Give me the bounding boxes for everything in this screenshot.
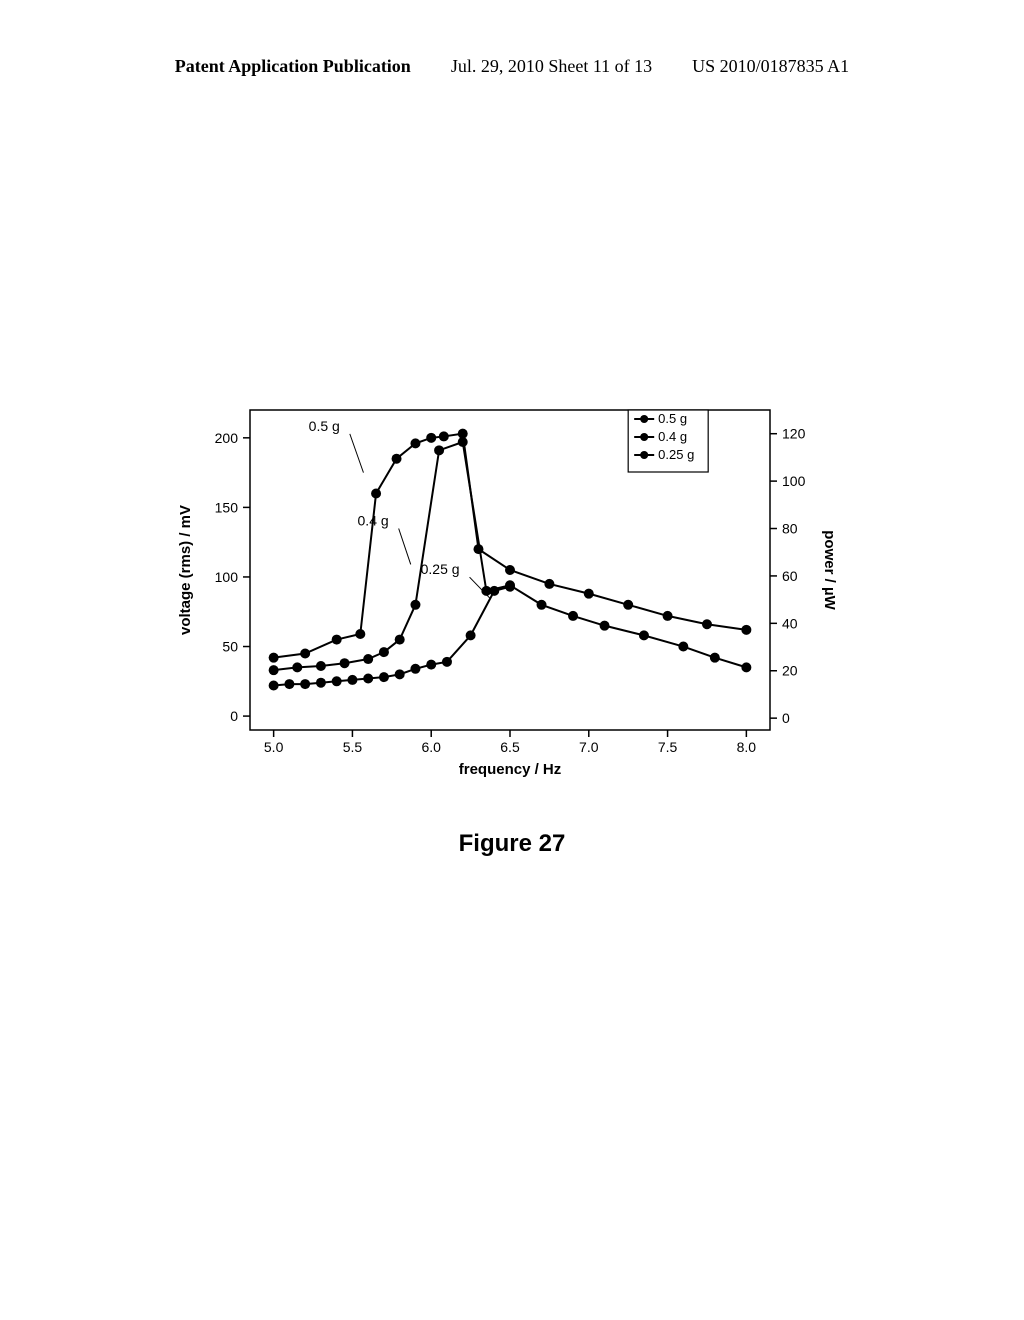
figure-caption: Figure 27	[0, 830, 1024, 858]
svg-text:200: 200	[215, 430, 239, 446]
svg-text:0.4 g: 0.4 g	[658, 429, 687, 444]
svg-text:frequency / Hz: frequency / Hz	[459, 761, 562, 778]
header-center: Jul. 29, 2010 Sheet 11 of 13	[451, 56, 652, 77]
svg-text:20: 20	[782, 663, 798, 679]
svg-text:0.5 g: 0.5 g	[658, 411, 687, 426]
svg-text:voltage (rms) / mV: voltage (rms) / mV	[177, 505, 194, 635]
header-right: US 2010/0187835 A1	[692, 56, 849, 77]
svg-text:0.4 g: 0.4 g	[358, 512, 389, 528]
svg-text:0.5 g: 0.5 g	[309, 418, 340, 434]
svg-text:100: 100	[782, 473, 806, 489]
header-left: Patent Application Publication	[175, 56, 411, 77]
svg-text:40: 40	[782, 615, 798, 631]
svg-text:0: 0	[230, 708, 238, 724]
svg-text:0.25 g: 0.25 g	[658, 447, 694, 462]
svg-text:50: 50	[222, 639, 238, 655]
svg-text:power / µW: power / µW	[821, 530, 838, 610]
svg-text:7.0: 7.0	[579, 739, 599, 755]
svg-text:7.5: 7.5	[658, 739, 678, 755]
chart-container: 5.0 5.5 6.0 6.5 7.0 7.5 8.0 0 50 100 150 200 0 20 40 60…	[160, 390, 860, 810]
svg-text:60: 60	[782, 568, 798, 584]
svg-text:120: 120	[782, 426, 806, 442]
chart-svg: 5.0 5.5 6.0 6.5 7.0 7.5 8.0 0 50 100 150 200 0 20 40 60…	[160, 390, 860, 810]
svg-text:8.0: 8.0	[737, 739, 757, 755]
svg-text:0: 0	[782, 710, 790, 726]
svg-text:6.0: 6.0	[421, 739, 441, 755]
svg-text:150: 150	[215, 499, 239, 515]
svg-text:0.25 g: 0.25 g	[421, 561, 460, 577]
svg-text:5.5: 5.5	[343, 739, 363, 755]
svg-text:80: 80	[782, 521, 798, 537]
svg-text:6.5: 6.5	[500, 739, 520, 755]
svg-text:100: 100	[215, 569, 239, 585]
svg-text:5.0: 5.0	[264, 739, 284, 755]
page-header: Patent Application Publication Jul. 29, …	[0, 56, 1024, 77]
